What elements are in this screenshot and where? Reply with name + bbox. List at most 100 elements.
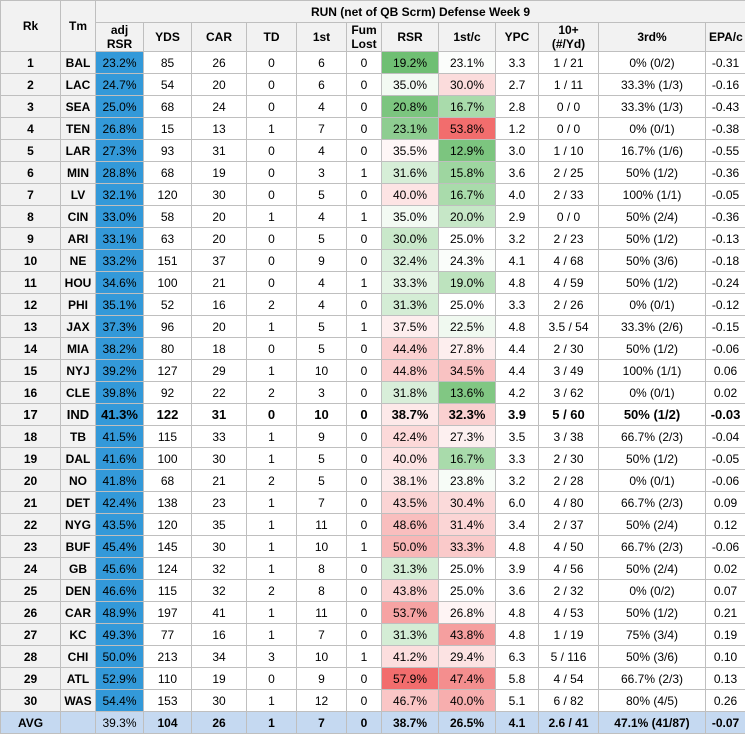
header-rk[interactable]: Rk [1, 1, 61, 52]
fum-lost-cell: 0 [347, 140, 382, 162]
team-cell: SEA [61, 96, 96, 118]
adj-rsr-cell: 38.2% [96, 338, 144, 360]
rsr-cell: 44.4% [382, 338, 439, 360]
epa-cell: -0.12 [706, 294, 745, 316]
first-down-cell: 4 [297, 140, 347, 162]
ypc-cell: 6.0 [496, 492, 539, 514]
td-cell: 1 [247, 316, 297, 338]
ten-plus-cell: 3 / 49 [539, 360, 599, 382]
rank-cell: 25 [1, 580, 61, 602]
adj-rsr-cell: 33.2% [96, 250, 144, 272]
ypc-cell: 4.1 [496, 712, 539, 734]
adj-rsr-cell: 50.0% [96, 646, 144, 668]
header-first-per-carry[interactable]: 1st/c [439, 23, 496, 52]
first-down-cell: 3 [297, 382, 347, 404]
header-rsr[interactable]: RSR [382, 23, 439, 52]
team-cell: CAR [61, 602, 96, 624]
header-first[interactable]: 1st [297, 23, 347, 52]
rsr-cell: 41.2% [382, 646, 439, 668]
adj-rsr-cell: 27.3% [96, 140, 144, 162]
ypc-cell: 4.8 [496, 536, 539, 558]
third-down-cell: 66.7% (2/3) [599, 426, 706, 448]
epa-cell: 0.09 [706, 492, 745, 514]
third-down-cell: 0% (0/1) [599, 118, 706, 140]
rsr-cell: 40.0% [382, 448, 439, 470]
rsr-cell: 30.0% [382, 228, 439, 250]
rsr-cell: 37.5% [382, 316, 439, 338]
ten-plus-cell: 4 / 56 [539, 558, 599, 580]
yds-cell: 122 [144, 404, 192, 426]
ten-plus-cell: 2 / 30 [539, 338, 599, 360]
td-cell: 1 [247, 602, 297, 624]
header-car[interactable]: CAR [192, 23, 247, 52]
adj-rsr-cell: 52.9% [96, 668, 144, 690]
header-adj-rsr-line1: adj [111, 23, 128, 37]
fum-lost-cell: 0 [347, 250, 382, 272]
car-cell: 20 [192, 228, 247, 250]
header-epa[interactable]: EPA/c [706, 23, 745, 52]
rsr-cell: 31.8% [382, 382, 439, 404]
adj-rsr-cell: 46.6% [96, 580, 144, 602]
team-cell: ATL [61, 668, 96, 690]
header-td[interactable]: TD [247, 23, 297, 52]
rsr-cell: 50.0% [382, 536, 439, 558]
ten-plus-cell: 3 / 62 [539, 382, 599, 404]
rsr-cell: 32.4% [382, 250, 439, 272]
epa-cell: -0.36 [706, 206, 745, 228]
fum-lost-cell: 0 [347, 580, 382, 602]
yds-cell: 124 [144, 558, 192, 580]
header-ypc[interactable]: YPC [496, 23, 539, 52]
car-cell: 41 [192, 602, 247, 624]
team-cell: GB [61, 558, 96, 580]
rsr-cell: 35.5% [382, 140, 439, 162]
yds-cell: 54 [144, 74, 192, 96]
third-down-cell: 50% (1/2) [599, 162, 706, 184]
yds-cell: 58 [144, 206, 192, 228]
epa-cell: 0.10 [706, 646, 745, 668]
first-per-carry-cell: 20.0% [439, 206, 496, 228]
first-per-carry-cell: 30.0% [439, 74, 496, 96]
rsr-cell: 38.7% [382, 712, 439, 734]
team-cell: DET [61, 492, 96, 514]
header-yds[interactable]: YDS [144, 23, 192, 52]
first-down-cell: 5 [297, 338, 347, 360]
team-cell [61, 712, 96, 734]
adj-rsr-cell: 32.1% [96, 184, 144, 206]
team-cell: PHI [61, 294, 96, 316]
td-cell: 0 [247, 668, 297, 690]
header-tm[interactable]: Tm [61, 1, 96, 52]
yds-cell: 96 [144, 316, 192, 338]
car-cell: 31 [192, 140, 247, 162]
fum-lost-cell: 0 [347, 184, 382, 206]
td-cell: 0 [247, 404, 297, 426]
epa-cell: -0.36 [706, 162, 745, 184]
rank-cell: 2 [1, 74, 61, 96]
rank-cell: 9 [1, 228, 61, 250]
table-title: RUN (net of QB Scrm) Defense Week 9 [96, 1, 745, 23]
ypc-cell: 2.8 [496, 96, 539, 118]
car-cell: 26 [192, 712, 247, 734]
first-down-cell: 5 [297, 470, 347, 492]
td-cell: 1 [247, 448, 297, 470]
rsr-cell: 43.8% [382, 580, 439, 602]
rsr-cell: 44.8% [382, 360, 439, 382]
header-ten-plus[interactable]: 10+(#/Yd) [539, 23, 599, 52]
first-per-carry-cell: 40.0% [439, 690, 496, 712]
rank-cell: AVG [1, 712, 61, 734]
third-down-cell: 100% (1/1) [599, 360, 706, 382]
adj-rsr-cell: 33.0% [96, 206, 144, 228]
first-per-carry-cell: 16.7% [439, 448, 496, 470]
header-third-down[interactable]: 3rd% [599, 23, 706, 52]
rsr-cell: 23.1% [382, 118, 439, 140]
first-down-cell: 3 [297, 162, 347, 184]
